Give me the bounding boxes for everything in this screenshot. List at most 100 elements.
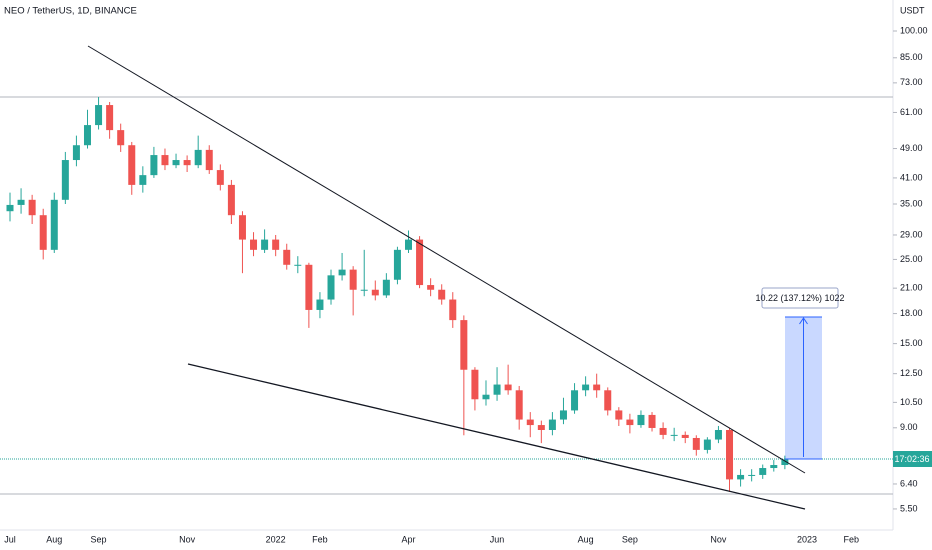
candle-body	[670, 434, 678, 436]
candle-body	[305, 264, 313, 310]
candle-body	[161, 155, 169, 166]
candle-body	[327, 275, 335, 300]
candle-body	[139, 175, 147, 185]
candle-body	[582, 384, 590, 391]
candle-body	[571, 390, 579, 411]
candle-body	[482, 394, 490, 400]
candle-body	[714, 429, 722, 440]
price-axis-unit: USDT	[900, 5, 925, 15]
candle-body	[205, 149, 213, 171]
y-tick-label: 5.50	[900, 503, 918, 513]
candle-body	[427, 285, 435, 290]
candle-body	[604, 390, 612, 411]
y-tick-label: 85.00	[900, 52, 923, 62]
trend-line	[87, 45, 806, 474]
candle-body	[449, 299, 457, 321]
x-tick-label: Feb	[312, 534, 328, 544]
y-tick-label: 73.00	[900, 77, 923, 87]
countdown-box	[893, 451, 932, 467]
candle-body	[150, 155, 158, 176]
candle-body	[770, 465, 778, 469]
candle-body	[493, 384, 501, 395]
candle-body	[681, 434, 689, 438]
y-tick-label: 15.00	[900, 338, 923, 348]
x-tick-label: Nov	[179, 534, 196, 544]
candle-body	[759, 468, 767, 475]
x-tick-label: Jun	[490, 534, 505, 544]
countdown: 17:02:36	[894, 454, 929, 464]
candle-body	[371, 289, 379, 296]
candle-body	[283, 249, 291, 265]
x-tick-label: Aug	[578, 534, 594, 544]
x-tick-label: 2022	[266, 534, 286, 544]
y-tick-label: 18.00	[900, 308, 923, 318]
y-tick-label: 12.50	[900, 368, 923, 378]
candle-body	[737, 474, 745, 480]
candle-body	[128, 145, 136, 185]
candle-body	[537, 425, 545, 430]
candle-body	[559, 410, 567, 420]
candle-body	[216, 170, 224, 185]
x-tick-label: Aug	[46, 534, 62, 544]
candle-body	[515, 390, 523, 420]
y-tick-label: 10.50	[900, 397, 923, 407]
x-tick-label: Sep	[622, 534, 638, 544]
candle-body	[626, 419, 634, 426]
candle-body	[615, 410, 623, 420]
candle-body	[183, 160, 191, 166]
trend-line	[187, 363, 806, 510]
candle-body	[504, 384, 512, 391]
candle-body	[438, 289, 446, 300]
x-tick-label: Jul	[4, 534, 16, 544]
candle-body	[95, 105, 103, 126]
candle-body	[460, 320, 468, 370]
candle-body	[338, 269, 346, 276]
candle-body	[659, 427, 667, 435]
candle-body	[703, 439, 711, 450]
x-tick-label: Sep	[91, 534, 107, 544]
y-tick-label: 9.00	[900, 422, 918, 432]
candle-body	[61, 160, 69, 200]
candle-body	[471, 369, 479, 400]
candle-body	[637, 414, 645, 426]
candle-body	[117, 130, 125, 146]
y-tick-label: 49.00	[900, 143, 923, 153]
y-tick-label: 21.00	[900, 283, 923, 293]
candle-body	[83, 125, 91, 146]
candle-body	[393, 249, 401, 280]
candles	[6, 96, 789, 492]
x-tick-label: Feb	[844, 534, 860, 544]
measure-label-box	[761, 287, 839, 309]
candle-body	[50, 199, 58, 250]
candle-body	[106, 105, 114, 131]
candle-body	[526, 419, 534, 426]
measure-arrow-head	[799, 317, 808, 325]
candle-body	[648, 414, 656, 428]
candle-body	[17, 199, 25, 205]
candle-body	[72, 145, 80, 161]
candle-body	[294, 264, 302, 266]
y-tick-label: 25.00	[900, 254, 923, 264]
candle-body	[6, 204, 14, 212]
candle-body	[250, 239, 258, 250]
candle-body	[28, 199, 36, 216]
candle-body	[405, 239, 412, 250]
candle-body	[692, 437, 700, 450]
y-tick-label: 6.40	[900, 478, 918, 488]
candle-body	[382, 279, 390, 296]
candle-body	[349, 269, 357, 290]
candle-body	[194, 149, 202, 166]
candle-body	[227, 184, 235, 216]
x-tick-label: Nov	[710, 534, 727, 544]
candle-body	[360, 289, 368, 291]
candle-body	[238, 215, 246, 240]
candle-body	[172, 160, 180, 166]
y-tick-label: 29.00	[900, 229, 923, 239]
candle-body	[726, 429, 734, 480]
y-tick-label: 61.00	[900, 107, 923, 117]
candle-body	[548, 419, 556, 430]
chart-title: NEO / TetherUS, 1D, BINANCE	[4, 6, 137, 17]
candle-body	[39, 215, 47, 250]
